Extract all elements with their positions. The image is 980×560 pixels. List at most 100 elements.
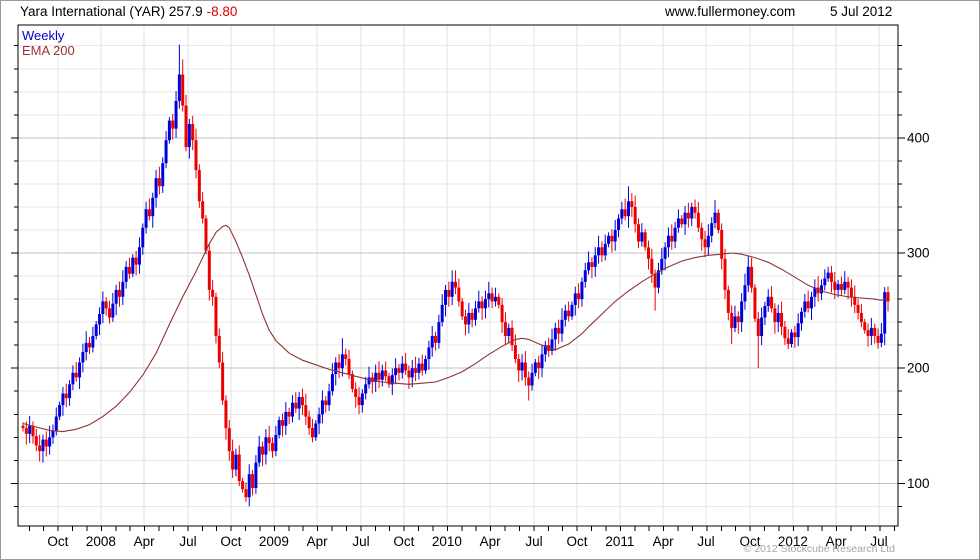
candle-body <box>483 299 487 309</box>
candle-body <box>650 258 654 274</box>
candle-body <box>633 206 637 225</box>
candle <box>627 186 631 228</box>
candle-body <box>819 285 823 294</box>
candle <box>121 270 125 306</box>
candle <box>813 279 817 307</box>
candle-body <box>294 402 298 409</box>
candle-body <box>440 304 444 323</box>
candle <box>184 94 188 152</box>
candle-body <box>104 301 108 309</box>
candle <box>790 329 794 348</box>
candle-body <box>41 439 45 452</box>
candle <box>686 202 690 228</box>
candle <box>876 328 880 349</box>
candle-body <box>31 425 35 437</box>
candle-body <box>414 368 418 373</box>
candle-body <box>404 363 408 371</box>
candle-body <box>527 377 531 386</box>
candle <box>573 286 577 316</box>
candle <box>390 368 394 396</box>
candle-body <box>510 327 514 346</box>
plot-border <box>17 24 899 527</box>
candle-body <box>800 311 804 324</box>
candle <box>131 254 135 278</box>
candle <box>400 356 404 379</box>
candle-body <box>543 345 547 355</box>
candle-body <box>497 296 501 305</box>
candle-body <box>201 201 205 219</box>
candle-body <box>197 170 201 202</box>
candle <box>197 164 201 208</box>
x-tick-label: Apr <box>826 534 848 549</box>
candle <box>480 296 484 320</box>
candle <box>24 421 28 445</box>
candle <box>766 289 770 312</box>
candle-body <box>394 368 398 376</box>
candle <box>300 388 304 415</box>
candle <box>587 251 591 275</box>
candle-body <box>131 257 135 274</box>
candle-body <box>364 384 368 394</box>
candle-body <box>367 377 371 385</box>
candle-body <box>560 319 564 334</box>
candle-body <box>680 218 684 225</box>
candle-body <box>144 209 148 228</box>
candle <box>287 407 291 425</box>
candle <box>404 352 408 375</box>
candle <box>633 195 637 233</box>
candle-body <box>34 436 38 446</box>
candle <box>111 293 115 322</box>
candle <box>836 279 840 298</box>
candle <box>344 348 348 366</box>
candle-body <box>573 293 577 305</box>
candle-body <box>434 335 438 343</box>
candle-body <box>237 454 241 482</box>
candle-body <box>783 326 787 339</box>
candle <box>370 372 374 394</box>
candle <box>796 313 800 347</box>
candle-body <box>98 314 102 325</box>
candle <box>713 200 717 229</box>
candle <box>826 266 830 282</box>
candle-body <box>174 101 178 129</box>
candle-body <box>450 281 454 297</box>
candle <box>247 464 251 507</box>
candle-body <box>756 318 760 336</box>
candle-body <box>407 370 411 378</box>
candle <box>68 380 72 406</box>
candle <box>603 234 607 261</box>
candle-body <box>600 247 604 256</box>
candle <box>540 344 544 378</box>
candle <box>254 455 258 494</box>
candle <box>314 420 318 441</box>
candle <box>104 297 108 316</box>
candle <box>460 297 464 320</box>
candle-body <box>809 296 813 309</box>
candle <box>457 278 461 307</box>
candle <box>397 363 401 381</box>
candle <box>81 343 85 373</box>
candle-body <box>859 312 863 323</box>
candle <box>477 290 481 313</box>
candle <box>360 389 364 413</box>
candle <box>234 448 238 477</box>
candle-body <box>700 227 704 240</box>
candle <box>620 201 624 225</box>
candle-body <box>287 411 291 417</box>
y-tick-label: 100 <box>907 476 930 491</box>
candle <box>134 250 138 276</box>
candle-body <box>187 124 191 148</box>
candle-body <box>876 335 880 343</box>
candle-body <box>427 347 431 359</box>
candle-body <box>670 235 674 242</box>
candle <box>374 364 378 392</box>
x-tick-label: Oct <box>393 534 414 549</box>
candle-body <box>231 451 235 470</box>
candle <box>800 307 804 331</box>
candle-body <box>480 301 484 309</box>
candle <box>157 166 161 195</box>
y-tick-label: 200 <box>907 361 930 376</box>
candle <box>141 223 145 255</box>
candle <box>730 305 734 345</box>
